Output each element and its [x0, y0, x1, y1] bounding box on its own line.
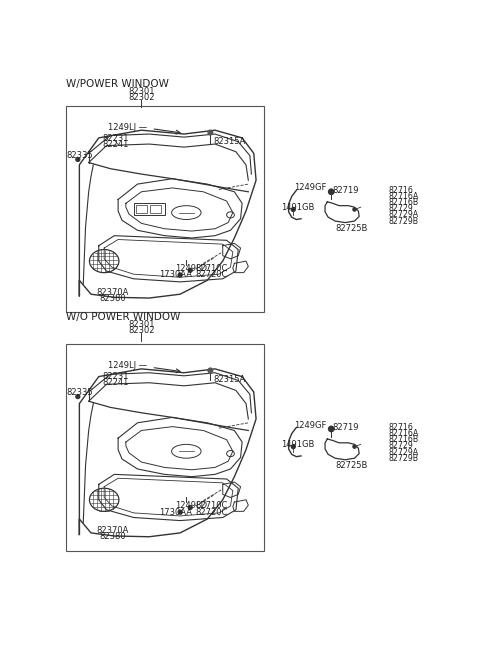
- Circle shape: [291, 445, 295, 449]
- Text: 1249GF: 1249GF: [294, 421, 326, 430]
- Bar: [66, 345, 264, 551]
- Text: 1249LD: 1249LD: [175, 264, 207, 273]
- Text: 82231: 82231: [103, 372, 129, 381]
- Text: 82729: 82729: [389, 204, 413, 214]
- Text: 82301: 82301: [128, 320, 155, 329]
- Text: 82710C: 82710C: [196, 502, 228, 510]
- Text: 82370A: 82370A: [96, 526, 129, 535]
- Text: 82725B: 82725B: [335, 224, 368, 233]
- Circle shape: [76, 395, 80, 398]
- Circle shape: [328, 189, 334, 195]
- Text: 82231: 82231: [103, 134, 129, 143]
- Text: W/POWER WINDOW: W/POWER WINDOW: [66, 79, 169, 89]
- Text: 82241: 82241: [103, 378, 129, 387]
- Text: 82729: 82729: [389, 441, 413, 451]
- Text: 82710C: 82710C: [196, 264, 228, 273]
- Bar: [136, 205, 147, 213]
- Text: 82380: 82380: [99, 533, 126, 541]
- Circle shape: [353, 445, 356, 448]
- Text: 1249LJ —: 1249LJ —: [108, 122, 147, 132]
- Text: 1730AA: 1730AA: [159, 271, 192, 280]
- Text: 82716B: 82716B: [389, 435, 419, 444]
- Bar: [133, 202, 165, 215]
- Text: 82725B: 82725B: [335, 461, 368, 470]
- Text: 1249LD: 1249LD: [175, 502, 207, 510]
- Bar: [150, 205, 161, 213]
- Text: 82716B: 82716B: [389, 198, 419, 207]
- Text: 82716: 82716: [389, 423, 413, 432]
- Text: 82719: 82719: [333, 186, 360, 195]
- Text: 82716A: 82716A: [389, 192, 419, 201]
- Text: 82302: 82302: [128, 94, 155, 102]
- Text: 82729A: 82729A: [389, 210, 419, 219]
- Text: 1249LJ —: 1249LJ —: [108, 360, 147, 369]
- Text: 82370A: 82370A: [96, 288, 129, 297]
- Bar: [66, 105, 264, 312]
- Text: 82716: 82716: [389, 186, 413, 195]
- Text: 82720C: 82720C: [196, 271, 228, 280]
- Text: 82729A: 82729A: [389, 447, 419, 457]
- Circle shape: [291, 208, 295, 212]
- Text: 82335: 82335: [66, 151, 93, 160]
- Text: 82301: 82301: [128, 87, 155, 96]
- Text: 1730AA: 1730AA: [159, 508, 192, 517]
- Circle shape: [188, 506, 192, 510]
- Circle shape: [188, 269, 192, 272]
- Text: 1249GF: 1249GF: [294, 183, 326, 192]
- Text: 82720C: 82720C: [196, 508, 228, 517]
- Text: 82335: 82335: [66, 388, 93, 398]
- Text: 1491GB: 1491GB: [281, 202, 314, 212]
- Text: 82719: 82719: [333, 423, 360, 432]
- Text: 82315A: 82315A: [214, 375, 246, 384]
- Text: 1491GB: 1491GB: [281, 440, 314, 449]
- Text: 82380: 82380: [99, 294, 126, 303]
- Text: 82241: 82241: [103, 140, 129, 149]
- Circle shape: [208, 368, 213, 373]
- Text: 82729B: 82729B: [389, 217, 419, 225]
- Text: 82716A: 82716A: [389, 429, 419, 438]
- Circle shape: [208, 130, 213, 135]
- Circle shape: [76, 157, 80, 161]
- Circle shape: [353, 208, 356, 211]
- Circle shape: [178, 510, 182, 514]
- Text: 82729B: 82729B: [389, 454, 419, 462]
- Circle shape: [178, 273, 182, 277]
- Text: 82302: 82302: [128, 326, 155, 335]
- Circle shape: [328, 426, 334, 432]
- Text: 82315A: 82315A: [214, 138, 246, 146]
- Text: W/O POWER WINDOW: W/O POWER WINDOW: [66, 312, 180, 322]
